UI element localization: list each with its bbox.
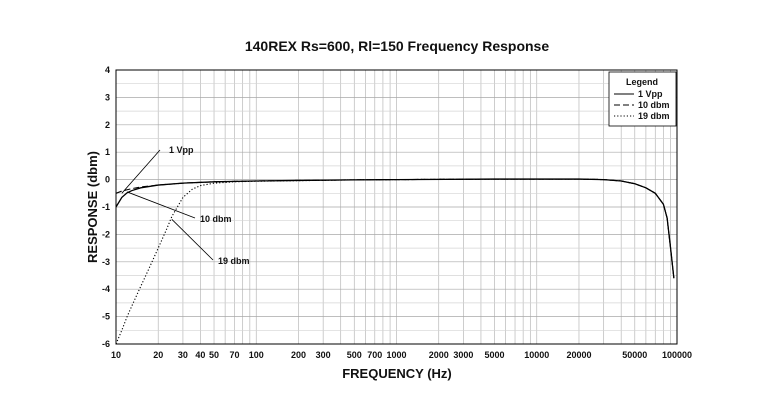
annotation-label: 19 dbm bbox=[218, 256, 250, 266]
x-tick-label: 5000 bbox=[485, 350, 505, 360]
y-tick-label: -4 bbox=[102, 284, 110, 294]
x-tick-label: 200 bbox=[291, 350, 306, 360]
x-tick-label: 100 bbox=[249, 350, 264, 360]
x-tick-label: 2000 bbox=[429, 350, 449, 360]
legend-box bbox=[608, 71, 677, 127]
series-line-1-vpp bbox=[115, 178, 675, 279]
y-tick-label: 1 bbox=[105, 147, 110, 157]
series-line-10-dbm bbox=[115, 178, 675, 279]
x-tick-label: 50 bbox=[209, 350, 219, 360]
legend-label: 10 dbm bbox=[638, 100, 670, 110]
y-tick-label: 3 bbox=[105, 92, 110, 102]
series-lines bbox=[115, 178, 675, 345]
y-tick-label: 0 bbox=[105, 175, 110, 185]
x-tick-label: 3000 bbox=[453, 350, 473, 360]
x-tick-label: 20 bbox=[153, 350, 163, 360]
y-tick-label: 2 bbox=[105, 120, 110, 130]
y-tick-labels: 4 3 2 1 0 -1 -2 -3 -4 -5 -6 bbox=[102, 65, 110, 349]
annotation-leader-line bbox=[126, 191, 196, 219]
x-tick-label: 50000 bbox=[622, 350, 647, 360]
y-tick-label: -1 bbox=[102, 202, 110, 212]
x-tick-label: 20000 bbox=[566, 350, 591, 360]
y-tick-label: -3 bbox=[102, 257, 110, 267]
x-tick-label: 300 bbox=[316, 350, 331, 360]
x-tick-label: 40 bbox=[195, 350, 205, 360]
series-line-19-dbm bbox=[115, 178, 675, 345]
annotation-label: 1 Vpp bbox=[169, 145, 194, 155]
x-tick-label: 700 bbox=[367, 350, 382, 360]
y-tick-label: -2 bbox=[102, 229, 110, 239]
grid bbox=[116, 70, 677, 344]
legend-label: 1 Vpp bbox=[638, 89, 663, 99]
y-axis-label: RESPONSE (dbm) bbox=[85, 151, 100, 263]
legend-label: 19 dbm bbox=[638, 111, 670, 121]
x-tick-label: 500 bbox=[347, 350, 362, 360]
annotations: 1 Vpp 10 dbm 19 dbm bbox=[121, 145, 250, 266]
y-tick-label: -5 bbox=[102, 312, 110, 322]
chart-title: 140REX Rs=600, Rl=150 Frequency Response bbox=[245, 38, 549, 54]
x-tick-label: 100000 bbox=[662, 350, 692, 360]
x-tick-label: 10000 bbox=[524, 350, 549, 360]
annotation-leader-line bbox=[171, 219, 214, 261]
x-tick-label: 30 bbox=[178, 350, 188, 360]
y-tick-label: 4 bbox=[105, 65, 110, 75]
x-tick-label: 1000 bbox=[386, 350, 406, 360]
x-tick-label: 70 bbox=[230, 350, 240, 360]
legend-title: Legend bbox=[626, 77, 658, 87]
annotation-label: 10 dbm bbox=[200, 214, 232, 224]
x-axis-label: FREQUENCY (Hz) bbox=[342, 366, 452, 381]
x-tick-labels: 10 20 30 40 50 70 100 200 300 500 700 1000 2000 3000 5… bbox=[111, 350, 692, 360]
x-tick-label: 10 bbox=[111, 350, 121, 360]
y-tick-label: -6 bbox=[102, 339, 110, 349]
annotation-leader-line bbox=[121, 149, 161, 194]
